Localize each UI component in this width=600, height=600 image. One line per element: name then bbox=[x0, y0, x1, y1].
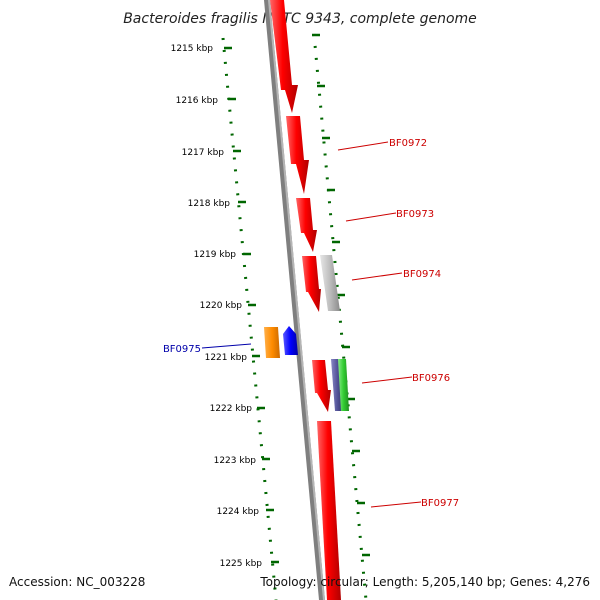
gene-label-bf0974: BF0974 bbox=[403, 269, 441, 280]
gene-labels: BF0972 BF0973 BF0974 BF0976 BF0977 BF097… bbox=[163, 138, 459, 509]
orange-gene-block bbox=[264, 327, 280, 358]
tick-marks bbox=[224, 46, 279, 564]
cds-arrow bbox=[270, 0, 298, 113]
cds-arrow bbox=[317, 421, 341, 600]
tick-label: 1221 kbp bbox=[205, 353, 248, 363]
tick-label: 1224 kbp bbox=[217, 507, 260, 517]
forward-cds-track bbox=[270, 0, 341, 600]
gene-label-bf0973: BF0973 bbox=[396, 209, 434, 220]
tick-label: 1218 kbp bbox=[188, 199, 231, 209]
callout-line-bf0977 bbox=[370, 501, 422, 508]
callout-lines bbox=[201, 141, 422, 508]
right-tick-marks bbox=[312, 33, 370, 557]
callout-line-bf0972 bbox=[337, 141, 389, 151]
callout-line-bf0974 bbox=[351, 272, 403, 281]
right-dotted-track bbox=[312, 33, 368, 600]
tick-label: 1223 kbp bbox=[214, 456, 257, 466]
accession-text: Accession: NC_003228 bbox=[9, 575, 146, 589]
tick-label: 1225 kbp bbox=[220, 559, 263, 569]
tick-label: 1215 kbp bbox=[171, 44, 214, 54]
tick-label: 1219 kbp bbox=[194, 250, 237, 260]
tick-label: 1220 kbp bbox=[200, 301, 243, 311]
tick-label: 1222 kbp bbox=[210, 404, 253, 414]
gene-label-bf0977: BF0977 bbox=[421, 498, 459, 509]
callout-line-bf0973 bbox=[345, 212, 397, 222]
tick-label: 1216 kbp bbox=[176, 96, 219, 106]
genome-backbone-highlight bbox=[268, 0, 325, 600]
green-gene-block bbox=[338, 359, 349, 411]
pseudo-gene-block bbox=[320, 255, 340, 311]
cds-arrow bbox=[302, 256, 321, 312]
gene-label-bf0972: BF0972 bbox=[389, 138, 427, 149]
callout-line-bf0976 bbox=[361, 376, 413, 384]
gene-label-bf0976: BF0976 bbox=[412, 373, 450, 384]
tick-labels: 1215 kbp 1216 kbp 1217 kbp 1218 kbp 1219… bbox=[171, 44, 263, 569]
cds-arrow bbox=[296, 198, 317, 252]
topology-text: Topology: circular; Length: 5,205,140 bp… bbox=[260, 575, 590, 589]
cds-arrow bbox=[286, 116, 309, 194]
blue-reverse-arrow bbox=[283, 326, 298, 355]
cds-arrow bbox=[312, 360, 331, 412]
map-title: Bacteroides fragilis NCTC 9343, complete… bbox=[123, 11, 477, 27]
gene-label-bf0975: BF0975 bbox=[163, 344, 201, 355]
tick-label: 1217 kbp bbox=[182, 148, 225, 158]
callout-line-bf0975 bbox=[201, 343, 252, 349]
